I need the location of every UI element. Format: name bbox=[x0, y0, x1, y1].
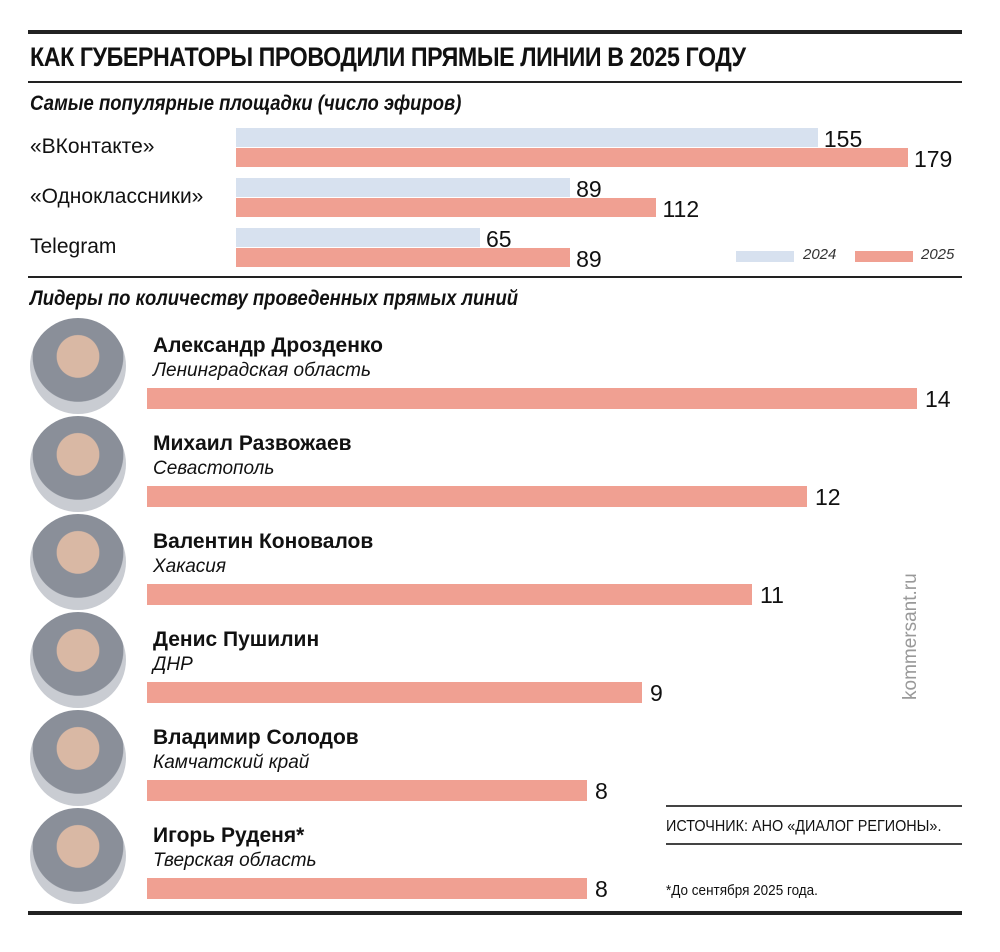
value-label: 8 bbox=[595, 778, 608, 804]
value-label: 65 bbox=[486, 226, 512, 252]
governor-name: Александр Дрозденко bbox=[153, 334, 383, 357]
governor-region: Ленинградская область bbox=[153, 360, 371, 381]
footnote: *До сентября 2025 года. bbox=[666, 882, 818, 899]
governor-name: Михаил Развожаев bbox=[153, 432, 352, 455]
bar-2025 bbox=[236, 148, 908, 167]
governor-region: Тверская область bbox=[153, 850, 317, 871]
divider bbox=[666, 805, 962, 807]
governor-name: Денис Пушилин bbox=[153, 628, 320, 651]
value-label: 89 bbox=[576, 176, 602, 202]
page-title: КАК ГУБЕРНАТОРЫ ПРОВОДИЛИ ПРЯМЫЕ ЛИНИИ В… bbox=[30, 42, 746, 72]
value-label: 9 bbox=[650, 680, 663, 706]
bar-2025 bbox=[236, 248, 571, 267]
legend-label-2024: 2024 bbox=[803, 246, 837, 263]
bar-2024 bbox=[236, 178, 571, 197]
value-label: 112 bbox=[662, 196, 700, 222]
value-label: 12 bbox=[815, 484, 841, 510]
avatar-photo bbox=[30, 514, 126, 610]
value-label: 8 bbox=[595, 876, 608, 902]
value-label: 14 bbox=[925, 386, 951, 412]
legend-swatch-2025 bbox=[855, 251, 913, 262]
platforms-subtitle: Самые популярные площадки (число эфиров) bbox=[30, 92, 462, 115]
avatar-photo bbox=[30, 808, 126, 904]
watermark: kommersant.ru bbox=[900, 573, 921, 700]
governor-name: Владимир Солодов bbox=[153, 726, 359, 749]
avatar-photo bbox=[30, 710, 126, 806]
leader-bar bbox=[147, 878, 587, 899]
avatar-photo bbox=[30, 416, 126, 512]
source-note: ИСТОЧНИК: АНО «ДИАЛОГ РЕГИОНЫ». bbox=[666, 818, 942, 835]
avatar-photo bbox=[30, 318, 126, 414]
bottom-rule bbox=[28, 911, 962, 915]
value-label: 155 bbox=[823, 126, 863, 152]
divider bbox=[666, 843, 962, 845]
governor-name: Игорь Руденя* bbox=[153, 824, 305, 847]
bar-2025 bbox=[236, 198, 657, 217]
governor-name: Валентин Коновалов bbox=[153, 530, 374, 553]
bar-2024 bbox=[236, 228, 480, 247]
top-rule bbox=[28, 30, 962, 34]
leader-bar bbox=[147, 682, 642, 703]
leader-bar bbox=[147, 584, 752, 605]
divider bbox=[28, 81, 962, 83]
governor-region: ДНР bbox=[153, 654, 193, 675]
avatar-photo bbox=[30, 612, 126, 708]
leader-bar bbox=[147, 780, 587, 801]
governor-region: Севастополь bbox=[153, 458, 275, 479]
leader-bar bbox=[147, 388, 917, 409]
legend-label-2025: 2025 bbox=[921, 246, 955, 263]
platform-label: Telegram bbox=[30, 235, 117, 258]
value-label: 89 bbox=[576, 246, 602, 272]
platform-label: «Одноклассники» bbox=[30, 185, 204, 208]
divider bbox=[28, 276, 962, 278]
legend-swatch-2024 bbox=[736, 251, 794, 262]
leader-bar bbox=[147, 486, 807, 507]
leaders-subtitle: Лидеры по количеству проведенных прямых … bbox=[30, 287, 519, 310]
governor-region: Хакасия bbox=[153, 556, 226, 577]
value-label: 11 bbox=[760, 582, 784, 608]
bar-2024 bbox=[236, 128, 818, 147]
governor-region: Камчатский край bbox=[153, 752, 310, 773]
value-label: 179 bbox=[913, 146, 953, 172]
platform-label: «ВКонтакте» bbox=[30, 135, 155, 158]
